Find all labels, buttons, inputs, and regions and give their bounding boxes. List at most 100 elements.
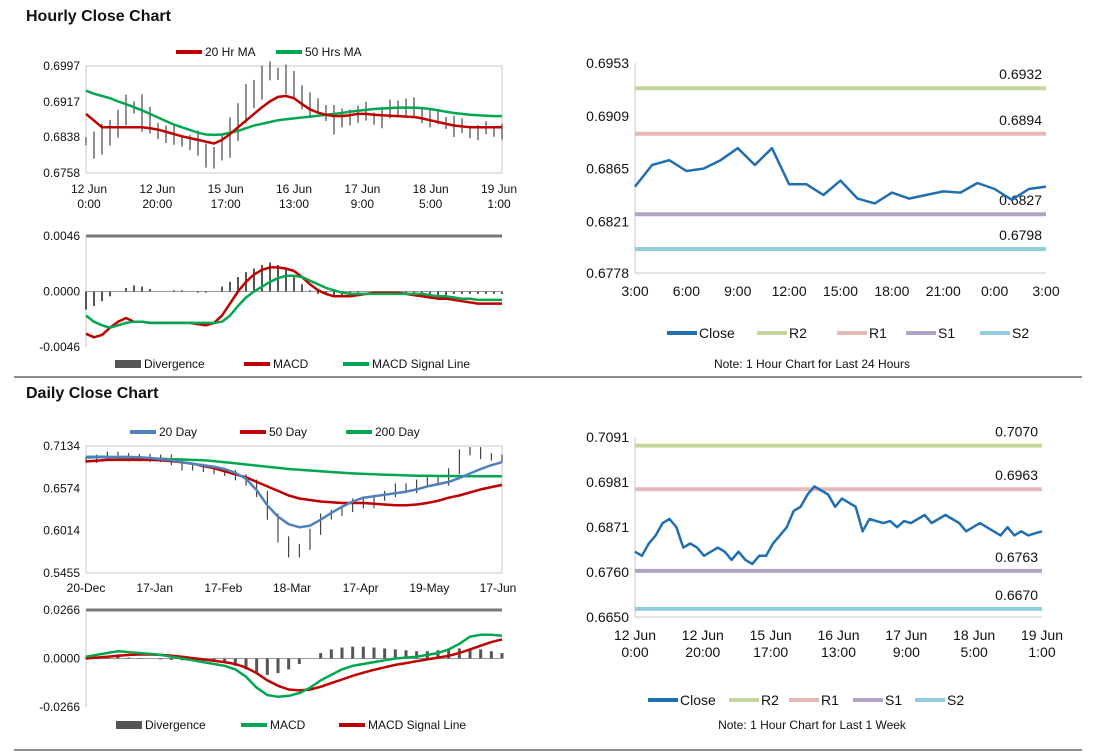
hourly-price-y-tick-0: 0.6997	[43, 59, 80, 73]
daily-legend-macd-signal-label: MACD Signal Line	[368, 718, 466, 732]
daily-sr-legend-close-label: Close	[680, 692, 716, 708]
hourly-sr-x-tick-8: 3:00	[1032, 283, 1059, 299]
daily-sr-x-tick-3-date: 16 Jun	[817, 627, 859, 643]
daily-section-title: Daily Close Chart	[26, 385, 159, 402]
daily-legend-20day-label: 20 Day	[159, 425, 197, 439]
hourly-price-x-tick-4-time: 9:00	[351, 197, 375, 211]
daily-sr-legend-s2-label: S2	[947, 692, 964, 708]
daily-price-x-tick-4: 17-Apr	[343, 581, 379, 595]
hourly-price-y-tick-3: 0.6758	[43, 166, 80, 180]
daily-sr-x-tick-4-time: 9:00	[893, 644, 920, 660]
hourly-price-x-tick-2-date: 15 Jun	[208, 182, 244, 196]
hourly-sr-y-tick-4: 0.6778	[586, 265, 629, 281]
daily-sr-y-tick-1: 0.6981	[586, 474, 629, 490]
daily-price-x-tick-1: 17-Jan	[136, 581, 173, 595]
hourly-macd-signal-line	[85, 274, 502, 329]
hourly-price-x-tick-3-date: 16 Jun	[276, 182, 312, 196]
daily-sr-y-tick-2: 0.6871	[586, 519, 629, 535]
daily-sr-note: Note: 1 Hour Chart for Last 1 Week	[718, 718, 907, 732]
hourly-price-50hrs-ma-line	[85, 89, 502, 137]
hourly-price-x-tick-2-time: 17:00	[211, 197, 241, 211]
daily-sr-legend-s1-label: S1	[885, 692, 902, 708]
daily-sr-x-tick-2-date: 15 Jun	[750, 627, 792, 643]
hourly-sr-close-line	[634, 146, 1047, 205]
daily-price-x-tick-3: 18-Mar	[273, 581, 311, 595]
hourly-legend-50hrs-ma-label: 50 Hrs MA	[305, 45, 362, 59]
hourly-sr-x-tick-7: 0:00	[981, 283, 1008, 299]
daily-legend-50day-label: 50 Day	[269, 425, 307, 439]
daily-sr-x-tick-6-time: 1:00	[1028, 644, 1055, 660]
hourly-sr-note: Note: 1 Hour Chart for Last 24 Hours	[714, 357, 910, 371]
hourly-sr-r2-level-label: 0.6932	[999, 66, 1042, 82]
daily-price-20day-line	[85, 455, 503, 529]
hourly-sr-y-tick-1: 0.6909	[586, 108, 629, 124]
hourly-price-x-tick-0-time: 0:00	[77, 197, 101, 211]
daily-price-y-tick-0: 0.7134	[43, 439, 80, 453]
daily-sr-x-tick-5-date: 18 Jun	[953, 627, 995, 643]
daily-legend-200day-label: 200 Day	[375, 425, 420, 439]
hourly-sr-y-tick-3: 0.6821	[586, 213, 629, 229]
hourly-sr-s2-level-label: 0.6798	[999, 227, 1042, 243]
daily-sr-legend-r1-label: R1	[821, 692, 839, 708]
hourly-price-x-tick-4-date: 17 Jun	[344, 182, 380, 196]
hourly-sr-x-tick-2: 9:00	[724, 283, 751, 299]
daily-sr-y-tick-0: 0.7091	[586, 429, 629, 445]
hourly-price-y-tick-2: 0.6838	[43, 130, 80, 144]
hourly-price-20hr-ma-line	[85, 94, 502, 145]
daily-sr-x-tick-1-time: 20:00	[685, 644, 720, 660]
hourly-legend-macd-label: MACD	[273, 357, 309, 371]
hourly-sr-s1-level-label: 0.6827	[999, 192, 1042, 208]
daily-sr-x-tick-3-time: 13:00	[821, 644, 856, 660]
daily-sr-legend-r2-label: R2	[761, 692, 779, 708]
daily-macd-signal-line	[85, 638, 503, 692]
daily-price-50day-line	[85, 458, 503, 507]
hourly-macd-y-tick-1: 0.0000	[43, 285, 80, 299]
hourly-sr-x-tick-0: 3:00	[621, 283, 648, 299]
daily-sr-r1-level-label: 0.6963	[995, 467, 1038, 483]
daily-price-y-tick-2: 0.6014	[43, 524, 80, 538]
hourly-price-x-tick-3-time: 13:00	[279, 197, 309, 211]
daily-price-y-tick-1: 0.6574	[43, 481, 80, 495]
daily-legend-macd-label: MACD	[270, 718, 306, 732]
daily-price-x-tick-5: 19-May	[409, 581, 449, 595]
daily-sr-y-tick-3: 0.6760	[586, 564, 629, 580]
hourly-price-y-tick-1: 0.6917	[43, 95, 80, 109]
hourly-macd-y-tick-0: 0.0046	[43, 229, 80, 243]
section-divider-top	[14, 376, 1082, 378]
hourly-legend-macd-signal-label: MACD Signal Line	[372, 357, 470, 371]
hourly-macd-y-tick-2: -0.0046	[39, 340, 80, 354]
hourly-sr-x-tick-4: 15:00	[823, 283, 858, 299]
hourly-sr-legend-close-label: Close	[699, 325, 735, 341]
hourly-sr-legend-s2-label: S2	[1012, 325, 1029, 341]
daily-sr-x-tick-1-date: 12 Jun	[682, 627, 724, 643]
daily-legend-divergence-label: Divergence	[145, 718, 206, 732]
daily-sr-x-tick-4-date: 17 Jun	[885, 627, 927, 643]
hourly-sr-r1-level-label: 0.6894	[999, 112, 1042, 128]
hourly-sr-legend-r2-label: R2	[789, 325, 807, 341]
daily-sr-r2-level-label: 0.7070	[995, 424, 1038, 440]
daily-macd-y-tick-2: -0.0266	[39, 700, 80, 714]
hourly-legend-20hr-ma-label: 20 Hr MA	[205, 45, 256, 59]
hourly-sr-y-tick-0: 0.6953	[586, 55, 629, 71]
hourly-price-x-tick-6-date: 19 Jun	[481, 182, 517, 196]
hourly-price-x-tick-5-time: 5:00	[419, 197, 443, 211]
daily-sr-x-tick-5-time: 5:00	[961, 644, 988, 660]
hourly-price-x-tick-5-date: 18 Jun	[413, 182, 449, 196]
daily-sr-x-tick-6-date: 19 Jun	[1021, 627, 1063, 643]
hourly-legend-divergence-label: Divergence	[144, 357, 205, 371]
daily-price-frame	[85, 445, 503, 574]
hourly-price-x-tick-0-date: 12 Jun	[71, 182, 107, 196]
daily-price-x-tick-2: 17-Feb	[204, 581, 242, 595]
hourly-sr-x-tick-3: 12:00	[772, 283, 807, 299]
daily-sr-x-tick-0-time: 0:00	[621, 644, 648, 660]
daily-sr-y-tick-4: 0.6650	[586, 609, 629, 625]
daily-price-y-tick-3: 0.5455	[43, 566, 80, 580]
hourly-sr-x-tick-6: 21:00	[926, 283, 961, 299]
hourly-price-frame	[85, 65, 503, 174]
daily-sr-close-line	[634, 485, 1043, 566]
daily-sr-x-tick-0-date: 12 Jun	[614, 627, 656, 643]
daily-price-x-tick-6: 17-Jun	[480, 581, 517, 595]
hourly-sr-legend-s1-label: S1	[938, 325, 955, 341]
hourly-legend-divergence-swatch	[115, 360, 141, 368]
